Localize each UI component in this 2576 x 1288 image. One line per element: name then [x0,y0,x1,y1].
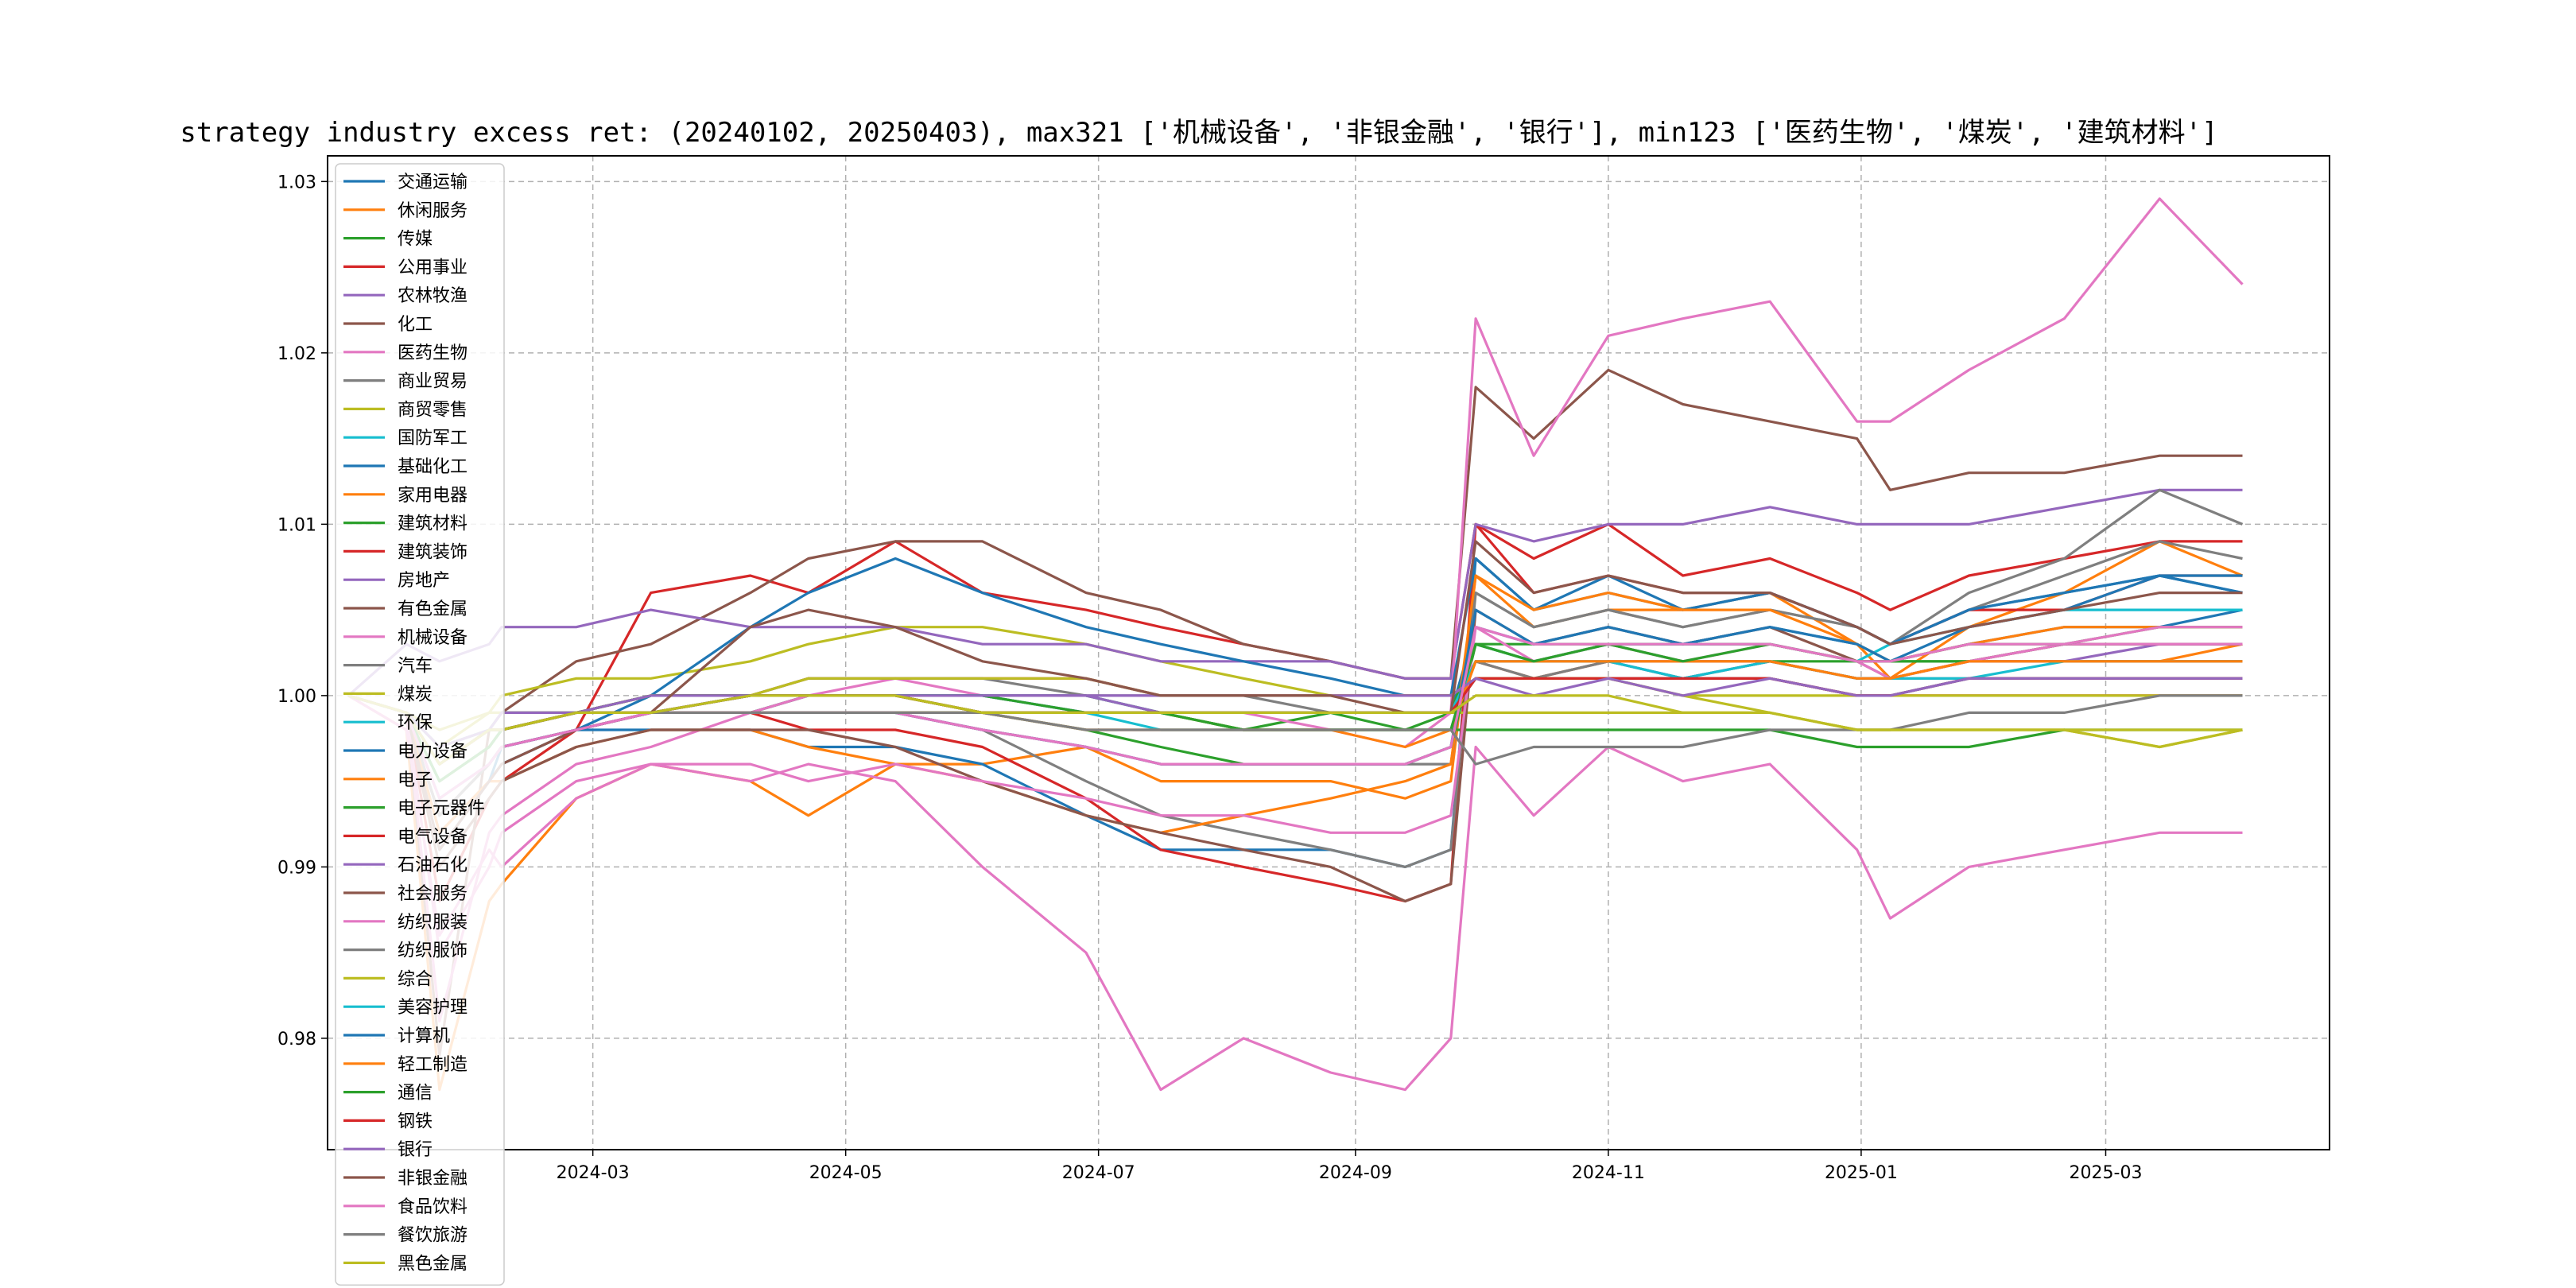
legend-label: 餐饮旅游 [398,1226,467,1246]
legend-label: 纺织服饰 [398,941,467,961]
legend-label: 公用事业 [398,258,467,277]
legend-box [335,163,505,1286]
legend-label: 化工 [398,315,433,335]
legend-label: 通信 [398,1084,433,1104]
y-tick-label: 1.00 [277,687,316,707]
legend: 交通运输休闲服务传媒公用事业农林牧渔化工医药生物商业贸易商贸零售国防军工基础化工… [335,163,505,1286]
series-line [347,626,2243,954]
legend-label: 电力设备 [398,742,467,762]
legend-label: 传媒 [398,230,433,250]
x-tick-label: 2025-03 [2070,1163,2143,1183]
legend-label: 国防军工 [398,429,467,448]
legend-label: 家用电器 [398,486,467,506]
axis-ticks: 2024-03 2024-05 2024-07 2024-09 2024-11 2025-… [277,173,2142,1183]
series-line [347,694,2243,1092]
legend-label: 农林牧渔 [398,286,467,306]
legend-label: 建筑材料 [398,514,467,534]
series-line [347,488,2243,697]
y-tick-label: 0.99 [277,858,316,878]
legend-label: 黑色金属 [398,1254,467,1274]
legend-label: 商贸零售 [398,400,467,420]
legend-label: 煤炭 [398,685,433,704]
series-line [347,694,2243,766]
legend-label: 有色金属 [398,599,467,619]
y-tick-label: 1.01 [277,515,316,535]
x-tick-label: 2024-07 [1062,1163,1135,1183]
legend-label: 交通运输 [398,173,467,192]
x-tick-label: 2024-03 [557,1163,630,1183]
legend-label: 医药生物 [398,343,467,363]
legend-label: 综合 [398,969,433,989]
y-tick-label: 1.03 [277,173,316,192]
series-line [347,540,2243,852]
y-tick-label: 1.02 [277,344,316,364]
legend-label: 休闲服务 [398,201,467,221]
legend-label: 美容护理 [398,998,467,1018]
chart-title: strategy industry excess ret: (20240102,… [180,117,2217,149]
legend-label: 社会服务 [398,884,467,904]
legend-label: 计算机 [398,1026,450,1046]
legend-label: 银行 [398,1140,433,1160]
legend-label: 非银金融 [398,1169,467,1189]
x-tick-label: 2025-01 [1825,1163,1898,1183]
legend-label: 钢铁 [398,1111,433,1131]
x-tick-label: 2024-09 [1319,1163,1392,1183]
axes-frame [327,155,2330,1150]
legend-label: 商业贸易 [398,372,467,392]
legend-label: 轻工制造 [398,1055,467,1075]
legend-label: 基础化工 [398,457,467,477]
legend-label: 电气设备 [398,827,467,847]
legend-label: 建筑装饰 [398,542,467,562]
legend-label: 房地产 [398,571,450,591]
legend-label: 汽车 [398,657,433,677]
legend-label: 石油石化 [398,855,467,875]
series-line [347,626,2243,800]
series-line [347,197,2244,1023]
x-tick-label: 2024-11 [1572,1163,1645,1183]
y-tick-label: 0.98 [277,1030,316,1049]
legend-label: 环保 [398,713,433,733]
plot-area [347,197,2244,1092]
grid [328,156,2330,1150]
legend-label: 纺织服装 [398,913,467,933]
legend-label: 电子 [398,770,433,790]
legend-label: 食品饮料 [398,1197,467,1217]
legend-label: 电子元器件 [398,799,485,819]
x-tick-label: 2024-05 [809,1163,883,1183]
legend-label: 机械设备 [398,628,467,648]
